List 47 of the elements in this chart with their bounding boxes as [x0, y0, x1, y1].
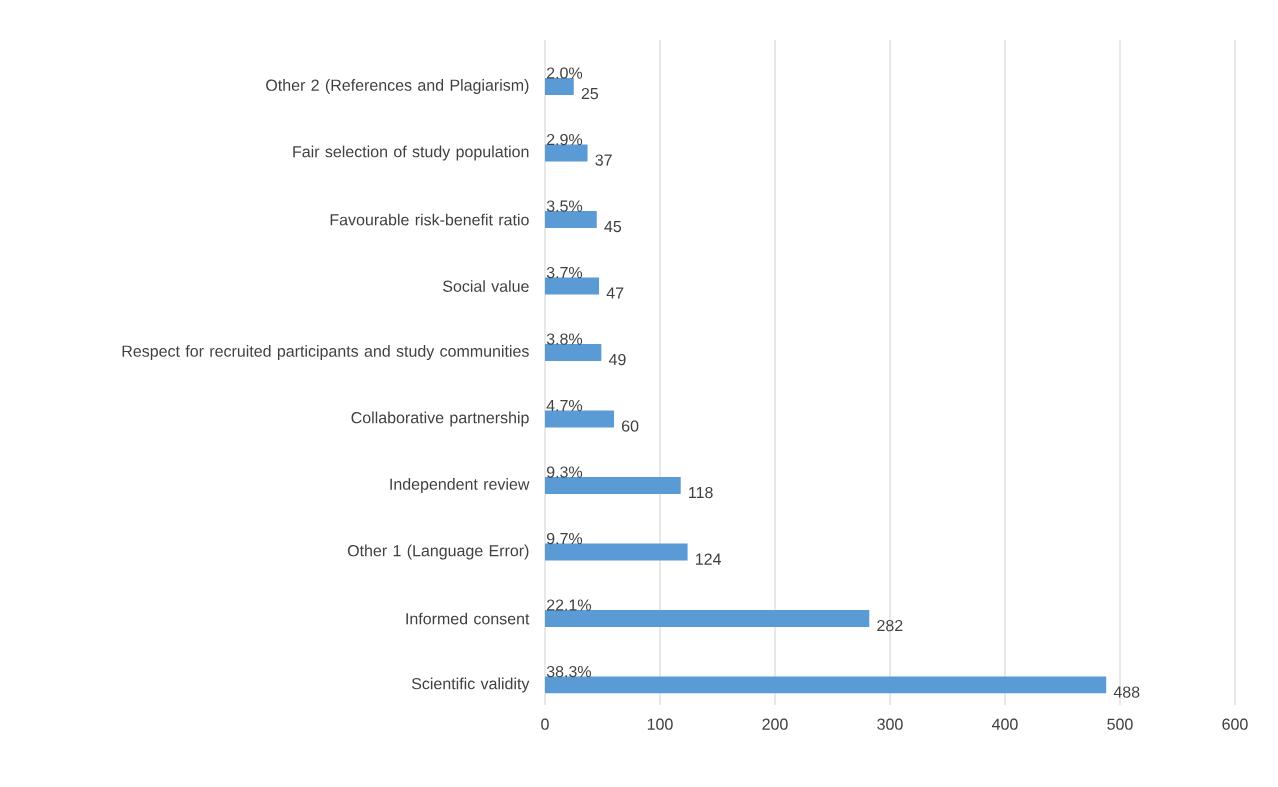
y-tick-label: Fair selection of study population: [293, 145, 529, 161]
annotation: 9.7%: [546, 532, 583, 545]
annotation: 38.3%: [546, 665, 591, 678]
data-label: 124: [696, 553, 722, 565]
bar: [545, 78, 574, 96]
y-tick-label: Informed consent: [406, 612, 530, 625]
bar: [545, 277, 600, 295]
x-tick-label: 600: [1222, 718, 1248, 730]
y-tick-label: Social value: [443, 280, 529, 292]
y-tick-label: Other 2 (References and Plagiarism): [266, 79, 529, 95]
data-label: 25: [581, 87, 599, 100]
bar: [545, 676, 1107, 694]
x-tick-label: 300: [877, 718, 903, 730]
bar: [545, 144, 588, 162]
x-tick-label: 400: [992, 718, 1018, 730]
y-tick-label: Independent review: [390, 478, 530, 494]
annotation: 3.5%: [546, 200, 583, 212]
y-tick-label: Favourable risk-benefit ratio: [330, 213, 529, 226]
x-tick-label: 200: [762, 718, 788, 730]
data-label: 118: [689, 486, 713, 499]
bar: [545, 211, 597, 229]
annotation: 4.7%: [546, 399, 583, 412]
x-tick-label: 500: [1107, 718, 1133, 730]
data-label: 45: [604, 220, 622, 233]
annotation: 2.9%: [547, 133, 583, 146]
annotation: 3.7%: [546, 266, 583, 279]
y-tick-label: Respect for recruited participants and study communities: [122, 345, 529, 361]
bar: [545, 610, 870, 628]
data-label: 488: [1113, 686, 1140, 698]
data-label: 37: [595, 154, 612, 166]
data-label: 49: [608, 353, 626, 366]
data-label: 47: [606, 287, 624, 299]
x-tick-label: 0: [541, 718, 549, 730]
y-tick-label: Scientific validity: [411, 677, 530, 693]
data-label: 282: [877, 619, 903, 632]
y-tick-label: Other 1 (Language Error): [347, 544, 529, 560]
bar: [545, 344, 602, 362]
bar: [545, 543, 688, 561]
annotation: 2.0%: [547, 67, 583, 79]
y-tick-label: Collaborative partnership: [351, 411, 529, 427]
x-tick-label: 100: [647, 718, 673, 730]
annotation: 22.1%: [547, 599, 591, 611]
annotation: 9.3%: [546, 466, 583, 478]
bar: [545, 410, 614, 428]
annotation: 3.8%: [546, 333, 583, 345]
data-label: 60: [622, 420, 639, 432]
bar: [545, 477, 681, 495]
